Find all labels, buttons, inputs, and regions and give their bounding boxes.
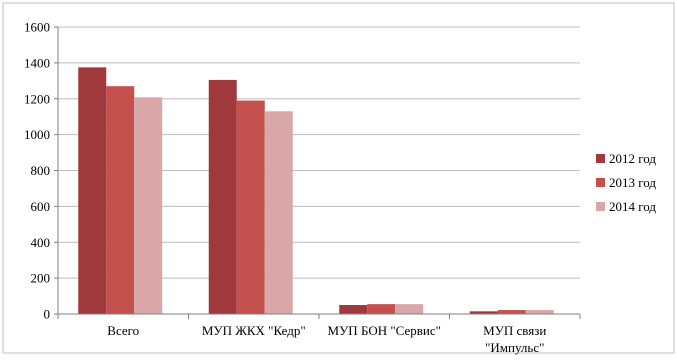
- x-tick-label: "Импульс": [485, 340, 544, 355]
- bars: [78, 67, 554, 315]
- bar: [367, 304, 396, 314]
- legend: 2012 год 2013 год 2014 год: [596, 151, 656, 214]
- y-tick-label: 1600: [24, 20, 50, 35]
- bar: [208, 79, 237, 315]
- x-tick-label: Всего: [107, 323, 139, 338]
- legend-item: 2014 год: [596, 199, 656, 214]
- legend-item: 2013 год: [596, 175, 656, 190]
- bar: [106, 86, 135, 314]
- y-tick-label: 1400: [24, 55, 50, 70]
- y-tick-label: 0: [44, 307, 51, 322]
- bar: [339, 305, 368, 314]
- x-tick-label: МУП связи: [483, 323, 546, 338]
- y-tick-labels: 0 200 400 600 800 1000 1200 1400 1600: [24, 20, 50, 322]
- bar: [134, 97, 163, 314]
- bar: [78, 67, 107, 314]
- x-tick-label: МУП БОН "Сервис": [328, 323, 441, 338]
- legend-item: 2012 год: [596, 151, 656, 166]
- x-tick-label: МУП ЖКХ "Кедр": [202, 323, 306, 338]
- x-tick-labels: Всего МУП ЖКХ "Кедр" МУП БОН "Сервис" МУП с…: [107, 323, 546, 355]
- legend-swatch: [596, 202, 605, 211]
- legend-label: 2012 год: [609, 151, 656, 166]
- y-tick-label: 400: [31, 235, 51, 250]
- bar: [525, 310, 554, 314]
- y-tick-label: 1200: [24, 91, 50, 106]
- legend-label: 2014 год: [609, 199, 656, 214]
- y-tick-label: 800: [31, 163, 51, 178]
- bar: [264, 111, 293, 315]
- y-tick-label: 200: [31, 271, 51, 286]
- legend-swatch: [596, 178, 605, 187]
- bar: [469, 311, 498, 314]
- axes: [54, 26, 581, 319]
- y-tick-label: 1000: [24, 127, 50, 142]
- legend-swatch: [596, 154, 605, 163]
- bar: [497, 310, 526, 314]
- y-tick-label: 600: [31, 199, 51, 214]
- bar: [395, 304, 424, 314]
- bar: [236, 100, 265, 314]
- legend-label: 2013 год: [609, 175, 656, 190]
